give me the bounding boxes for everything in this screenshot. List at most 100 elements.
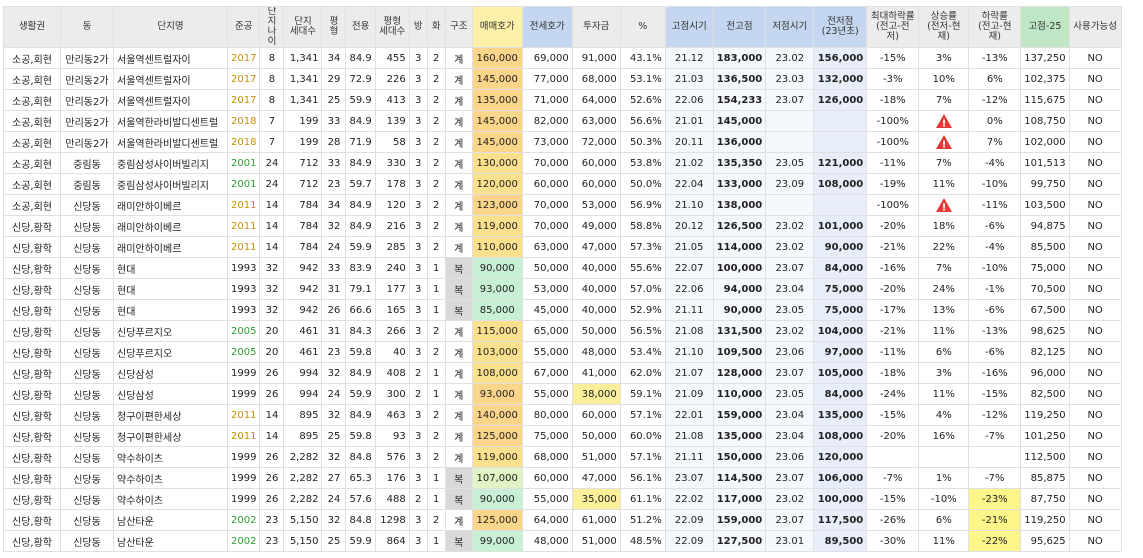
table-cell[interactable]: 68,000 — [521, 446, 573, 468]
table-cell[interactable]: -100% — [866, 110, 920, 132]
table-cell[interactable]: 79.1 — [345, 278, 376, 300]
table-row[interactable]: 신당,황학 신당동 약수하이츠 1999 26 2,282 32 84.8 576 3 2 계 119,… — [3, 446, 1122, 468]
table-cell[interactable]: 신당동 — [60, 383, 114, 405]
table-cell[interactable]: 21.02 — [664, 152, 714, 174]
table-cell[interactable]: 117,000 — [712, 488, 767, 510]
table-cell[interactable]: 신당,황학 — [3, 278, 61, 300]
table-cell[interactable]: 1 — [426, 362, 446, 384]
table-cell[interactable]: 신당동 — [60, 341, 114, 363]
table-cell[interactable]: 26 — [259, 488, 285, 510]
table-cell[interactable]: 60,000 — [571, 152, 621, 174]
table-cell[interactable]: -20% — [866, 215, 920, 237]
table-cell[interactable]: 3 — [408, 152, 428, 174]
table-cell[interactable]: 1% — [918, 467, 970, 489]
table-cell[interactable]: 계 — [444, 236, 473, 258]
table-cell[interactable]: 21.09 — [664, 383, 714, 405]
table-cell[interactable]: 3 — [408, 530, 428, 552]
table-cell[interactable]: 청구이편한세상 — [113, 404, 228, 426]
table-cell[interactable]: 신당,황학 — [3, 425, 61, 447]
table-cell[interactable]: 59.9 — [345, 530, 376, 552]
table-cell[interactable]: 240 — [374, 257, 410, 279]
table-cell[interactable]: 3 — [408, 194, 428, 216]
column-header[interactable]: 평형 — [321, 6, 347, 48]
table-cell[interactable]: 24 — [259, 173, 285, 195]
table-cell[interactable]: 23.05 — [765, 383, 815, 405]
table-cell[interactable]: 57.6 — [345, 488, 376, 510]
table-cell[interactable]: 약수하이츠 — [113, 446, 228, 468]
table-cell[interactable]: 3 — [408, 131, 428, 153]
table-cell[interactable]: NO — [1068, 488, 1122, 510]
table-cell[interactable]: 1,341 — [283, 47, 323, 69]
table-cell[interactable]: 23.02 — [765, 488, 815, 510]
table-cell[interactable]: 신당동 — [60, 530, 114, 552]
table-cell[interactable]: 1 — [426, 383, 446, 405]
table-row[interactable]: 신당,황학 신당동 약수하이츠 1999 26 2,282 24 57.6 488 2 1 복 90,0… — [3, 488, 1122, 510]
table-cell[interactable]: 135,350 — [712, 152, 767, 174]
table-cell[interactable]: 11% — [918, 530, 970, 552]
table-cell[interactable]: 21.08 — [664, 320, 714, 342]
table-cell[interactable]: 2 — [426, 236, 446, 258]
table-cell[interactable]: 26 — [259, 383, 285, 405]
table-cell[interactable]: 103,000 — [471, 341, 523, 363]
table-cell[interactable]: 2011 — [226, 194, 261, 216]
table-cell[interactable]: 26 — [259, 446, 285, 468]
table-cell[interactable]: 59.9 — [345, 236, 376, 258]
table-cell[interactable]: -11% — [866, 152, 920, 174]
table-cell[interactable]: 4% — [918, 404, 970, 426]
table-cell[interactable]: 신당,황학 — [3, 215, 61, 237]
table-cell[interactable]: 2 — [426, 131, 446, 153]
table-cell[interactable]: 84.9 — [345, 362, 376, 384]
table-cell[interactable]: 60,000 — [521, 173, 573, 195]
table-cell[interactable]: 156,000 — [813, 47, 868, 69]
table-cell[interactable]: 2 — [426, 152, 446, 174]
table-cell[interactable]: 27 — [321, 467, 347, 489]
table-cell[interactable]: 신당,황학 — [3, 404, 61, 426]
table-cell[interactable]: 23.06 — [765, 446, 815, 468]
table-cell[interactable]: -15% — [968, 383, 1022, 405]
table-cell[interactable]: NO — [1068, 362, 1122, 384]
table-cell[interactable]: -4% — [968, 236, 1022, 258]
table-cell[interactable]: 계 — [444, 404, 473, 426]
column-header[interactable]: 평형 세대수 — [374, 6, 410, 48]
table-cell[interactable]: 53,000 — [571, 194, 621, 216]
column-header[interactable]: 전저점 (23년초) — [813, 6, 868, 48]
table-cell[interactable]: 84.9 — [345, 194, 376, 216]
table-cell[interactable]: 32 — [321, 362, 347, 384]
table-cell[interactable]: 계 — [444, 47, 473, 69]
table-cell[interactable]: 57.0% — [619, 278, 666, 300]
table-cell[interactable]: 5,150 — [283, 509, 323, 531]
table-cell[interactable]: 2 — [408, 362, 428, 384]
table-cell[interactable]: 신당푸르지오 — [113, 320, 228, 342]
table-cell[interactable]: 신당,황학 — [3, 299, 61, 321]
table-cell[interactable]: 1993 — [226, 278, 261, 300]
table-cell[interactable]: 23.04 — [765, 404, 815, 426]
table-cell[interactable]: 84.9 — [345, 110, 376, 132]
table-cell[interactable]: 285 — [374, 236, 410, 258]
table-cell[interactable]: 8 — [259, 47, 285, 69]
table-cell[interactable]: 461 — [283, 320, 323, 342]
table-cell[interactable]: 58.8% — [619, 215, 666, 237]
table-cell[interactable]: 소공,회현 — [3, 68, 61, 90]
table-cell[interactable]: 50.0% — [619, 173, 666, 195]
table-cell[interactable]: 165 — [374, 299, 410, 321]
table-cell[interactable]: 107,000 — [471, 467, 523, 489]
table-cell[interactable]: 712 — [283, 173, 323, 195]
table-cell[interactable]: 73,000 — [521, 131, 573, 153]
table-cell[interactable]: 103,500 — [1020, 194, 1070, 216]
table-cell[interactable]: 21.05 — [664, 236, 714, 258]
table-cell[interactable]: 70,000 — [521, 152, 573, 174]
table-cell[interactable]: 11% — [918, 320, 970, 342]
table-cell[interactable]: 신당,황학 — [3, 320, 61, 342]
table-cell[interactable]: 14 — [259, 236, 285, 258]
table-cell[interactable]: -20% — [866, 278, 920, 300]
table-cell[interactable]: -16% — [866, 257, 920, 279]
table-cell[interactable]: 51,000 — [571, 530, 621, 552]
table-cell[interactable]: 64,000 — [571, 89, 621, 111]
table-row[interactable]: 소공,회현 만리동2가 서울역센트럴자이 2017 8 1,341 29 72.9 226 3 2 계… — [3, 68, 1122, 90]
table-cell[interactable]: 7% — [918, 89, 970, 111]
table-cell[interactable]: 계 — [444, 173, 473, 195]
table-cell[interactable]: -7% — [866, 467, 920, 489]
table-cell[interactable]: 135,000 — [471, 89, 523, 111]
table-cell[interactable]: 50,000 — [571, 425, 621, 447]
table-cell[interactable]: 3% — [918, 362, 970, 384]
